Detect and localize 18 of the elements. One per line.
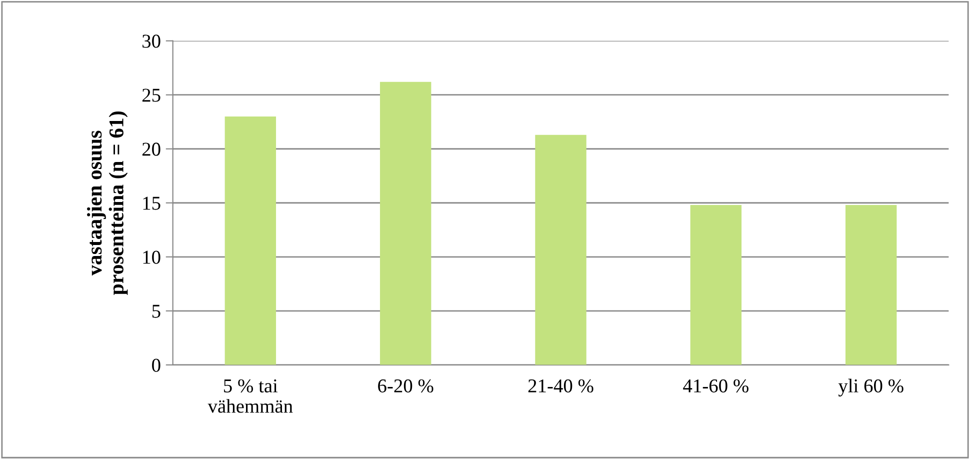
bar — [845, 205, 897, 365]
y-tick-label: 0 — [152, 358, 160, 372]
y-tick-label: 10 — [143, 250, 160, 264]
y-tick-label: 5 — [152, 304, 160, 318]
x-tick-label: 21-40 % — [528, 379, 594, 393]
x-tick-label: 41-60 % — [683, 379, 748, 393]
bar — [224, 116, 276, 365]
y-tick-label: 20 — [142, 142, 160, 156]
bar — [535, 134, 586, 365]
x-tick-label: 5 % tai vähemmän — [208, 379, 293, 413]
bar — [690, 205, 742, 365]
y-axis-title: vastaajien osuus prosentteina (n = 61) — [87, 112, 128, 295]
y-tick-label: 25 — [142, 88, 160, 102]
bar — [380, 82, 432, 365]
x-tick-label: 6-20 % — [378, 379, 434, 393]
y-tick-label: 30 — [142, 34, 160, 48]
y-tick-label: 15 — [143, 196, 160, 210]
x-tick-label: yli 60 % — [838, 378, 904, 396]
